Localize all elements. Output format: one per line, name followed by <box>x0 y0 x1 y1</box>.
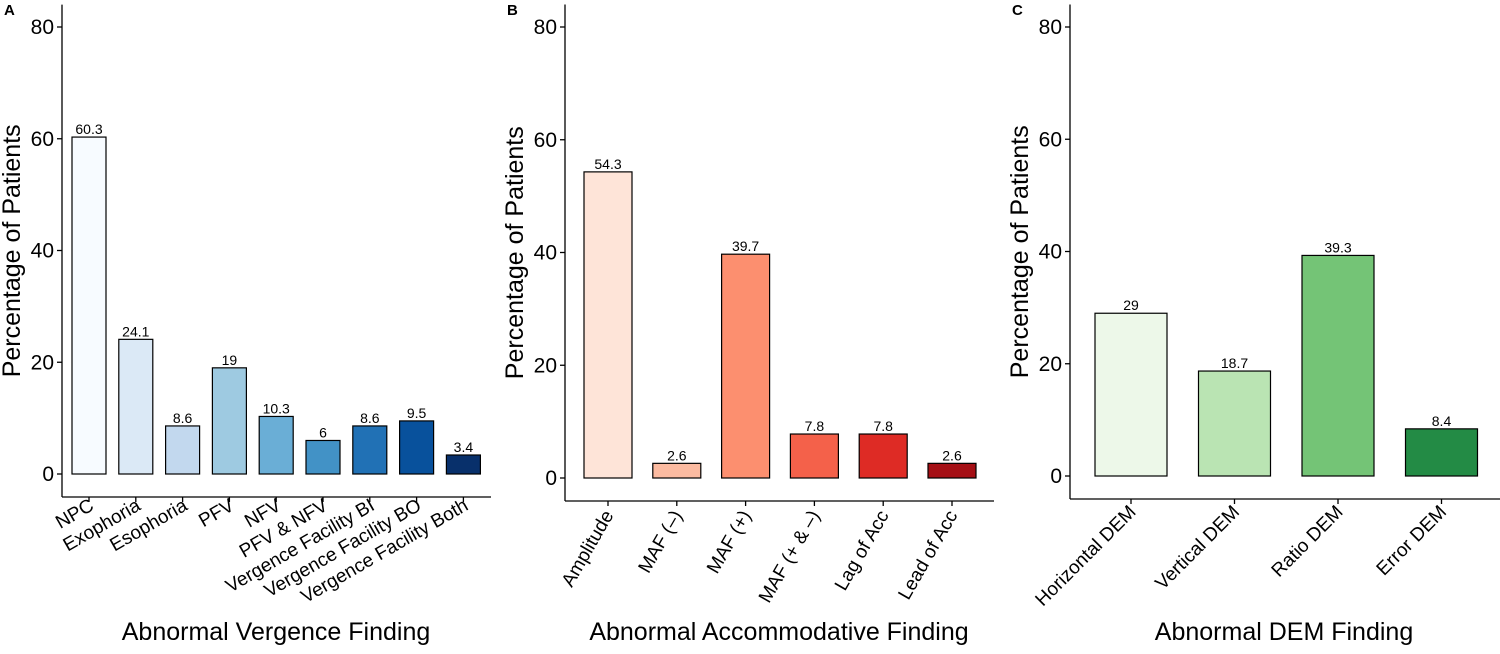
panel-b-bar-4 <box>858 433 908 479</box>
panel-a-bar-0 <box>71 136 107 475</box>
panel-a-data-label-7: 9.5 <box>407 405 427 421</box>
panel-a-bar-8 <box>445 454 481 475</box>
panel-a-y-axis-title: Percentage of Patients <box>0 124 26 377</box>
panel-b-y-tick-label: 80 <box>534 16 557 39</box>
panel-c-data-label-3: 8.4 <box>1432 413 1452 429</box>
panel-a-y-tick-label: 80 <box>31 16 54 39</box>
panel-b-category-label-5: Lead of Acc <box>894 507 962 603</box>
panel-b-category-label-1: MAF (–) <box>635 507 687 577</box>
panel-b-data-label-3: 7.8 <box>805 418 825 434</box>
panel-a-bar-2 <box>165 425 201 475</box>
panel-b-y-tick-label: 20 <box>534 354 557 377</box>
panel-c-bar-1 <box>1197 370 1272 477</box>
panel-c-bar-2 <box>1301 254 1375 477</box>
panel-b-category-label-2: MAF (+) <box>703 507 756 577</box>
panel-a-x-axis-title: Abnormal Vergence Finding <box>122 618 431 646</box>
panel-a-data-label-8: 3.4 <box>454 439 474 455</box>
panel-a-y-tick-label: 60 <box>31 128 54 151</box>
panel-a-data-label-2: 8.6 <box>173 410 193 426</box>
panel-a-category-label-3: PFV <box>195 495 238 532</box>
panel-a-data-label-1: 24.1 <box>122 323 149 339</box>
panel-c-bar-0 <box>1094 312 1168 477</box>
panel-a-data-label-4: 10.3 <box>263 400 290 416</box>
panel-a-bar-5 <box>305 439 341 475</box>
panel-a-y-tick-label: 20 <box>31 351 54 374</box>
panel-a-letter: A <box>4 2 15 19</box>
panel-b-data-label-1: 2.6 <box>667 447 687 463</box>
panel-c-y-tick-label: 60 <box>1039 128 1062 151</box>
panel-b-data-label-4: 7.8 <box>873 418 893 434</box>
panel-c-y-tick-label: 80 <box>1039 16 1062 39</box>
panel-a-bar-6 <box>352 425 388 475</box>
panel-b-y-axis-title: Percentage of Patients <box>501 126 529 379</box>
panel-a-data-label-3: 19 <box>222 352 238 368</box>
panel-a-data-label-6: 8.6 <box>360 410 380 426</box>
panel-c-category-label-1: Vertical DEM <box>1152 502 1244 594</box>
panel-c-y-tick-label: 40 <box>1039 241 1062 264</box>
panel-b-bar-0 <box>583 171 633 479</box>
panel-c-x-axis-title: Abnormal DEM Finding <box>1155 618 1413 646</box>
panel-b-bar-5 <box>927 462 977 479</box>
panel-b-category-label-3: MAF (+ & –) <box>755 507 825 607</box>
panel-a-data-label-5: 6 <box>319 424 327 440</box>
panel-c-category-label-0: Horizontal DEM <box>1032 502 1141 611</box>
panel-b-bar-3 <box>789 433 840 479</box>
panel-b-y-tick-label: 0 <box>545 467 557 490</box>
panel-c-y-tick-label: 20 <box>1039 353 1062 376</box>
panel-b-category-label-0: Amplitude <box>558 507 618 591</box>
panel-b-letter: B <box>507 2 518 19</box>
panel-b-y-tick-label: 60 <box>534 129 557 152</box>
panel-b-bar-1 <box>652 462 702 479</box>
panel-b-y-tick-label: 40 <box>534 242 557 265</box>
panel-a-bar-1 <box>118 338 154 475</box>
panel-c-y-tick-label: 0 <box>1050 465 1062 488</box>
panel-b-bar-2 <box>720 253 771 479</box>
panel-c-letter: C <box>1012 2 1023 19</box>
panel-c-data-label-0: 29 <box>1123 297 1139 313</box>
panel-b-data-label-2: 39.7 <box>732 238 759 254</box>
panel-b-category-label-4: Lag of Acc <box>831 507 894 594</box>
panel-c-bar-3 <box>1404 428 1479 477</box>
panel-a-bar-3 <box>211 367 247 475</box>
panel-b-data-label-0: 54.3 <box>594 156 621 172</box>
panel-a-bar-4 <box>258 415 294 475</box>
panel-a-y-tick-label: 0 <box>42 463 54 486</box>
panel-c-data-label-2: 39.3 <box>1324 239 1351 255</box>
panel-a-data-label-0: 60.3 <box>75 121 102 137</box>
panel-c-data-label-1: 18.7 <box>1221 355 1248 371</box>
panel-c-category-label-3: Error DEM <box>1373 502 1451 580</box>
panel-c-y-axis-title: Percentage of Patients <box>1006 125 1034 378</box>
panel-c-category-label-2: Ratio DEM <box>1268 502 1348 582</box>
panel-b-data-label-5: 2.6 <box>942 447 962 463</box>
panel-b-x-axis-title: Abnormal Accommodative Finding <box>589 618 968 646</box>
panel-a-y-tick-label: 40 <box>31 240 54 263</box>
panel-a-bar-7 <box>399 420 435 475</box>
